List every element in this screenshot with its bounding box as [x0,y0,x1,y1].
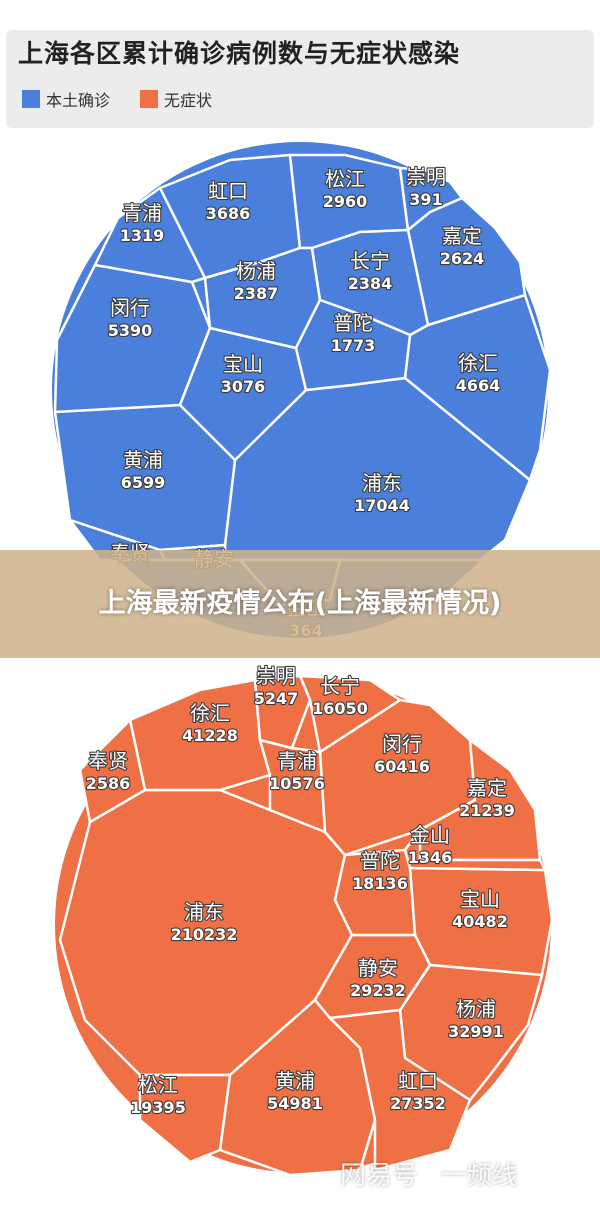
asym-label-baoshan: 宝山 [460,887,500,911]
confirmed-label-songjiang: 松江 [325,167,365,191]
confirmed-label-chongming: 崇明 [406,165,446,189]
asym-value-qingpu: 10576 [269,774,325,793]
asym-cell-jinshan [403,828,547,872]
asym-value-minhang: 60416 [374,757,430,776]
asym-value-huangpu: 54981 [267,1094,323,1113]
confirmed-label-pudong: 浦东 [362,471,402,495]
asym-value-fengxian: 2586 [86,774,131,793]
asym-cell-fengxian [78,718,147,824]
asym-cell-chongming [253,674,312,750]
title-banner: 上海最新疫情公布(上海最新情况) [0,550,600,658]
asym-value-baoshan: 40482 [452,912,508,931]
asym-value-putuo: 18136 [352,874,408,893]
asym-label-huangpu: 黄浦 [275,1069,315,1093]
asym-label-qingpu: 青浦 [277,749,317,773]
confirmed-value-xuhui: 4664 [456,376,501,395]
confirmed-cell-qingpu [93,186,207,284]
confirmed-value-qingpu: 1319 [120,226,165,245]
banner-text: 上海最新疫情公布(上海最新情况) [98,588,502,619]
confirmed-label-qingpu: 青浦 [122,201,162,225]
confirmed-value-huangpu: 6599 [121,473,166,492]
confirmed-value-chongming: 391 [409,190,442,209]
legend-swatch-confirmed [22,90,40,108]
confirmed-label-baoshan: 宝山 [223,352,263,376]
confirmed-label-minhang: 闵行 [110,296,150,320]
asym-value-chongming: 5247 [254,689,299,708]
asym-label-minhang: 闵行 [382,732,422,756]
confirmed-label-jiading: 嘉定 [442,224,482,248]
confirmed-cell-putuo [294,298,412,392]
asym-value-changning: 16050 [312,699,368,718]
confirmed-value-hongkou: 3686 [206,204,251,223]
confirmed-value-putuo: 1773 [331,336,376,355]
asym-label-putuo: 普陀 [360,849,400,873]
asym-value-xuhui: 41228 [182,726,238,745]
confirmed-value-jiading: 2624 [440,249,485,268]
legend-label-asymptomatic: 无症状 [164,91,213,110]
confirmed-value-yangpu: 2387 [234,284,279,303]
asym-label-pudong: 浦东 [184,900,224,924]
confirmed-label-changning: 长宁 [350,249,390,273]
confirmed-value-baoshan: 3076 [221,377,266,396]
confirmed-cell-chongming [398,166,464,232]
chart-legend: 本土确诊 无症状 [22,87,212,111]
confirmed-label-huangpu: 黄浦 [123,448,163,472]
asym-value-jinshan: 1346 [408,848,453,867]
asym-label-songjiang: 松江 [138,1073,178,1097]
asym-value-hongkou: 27352 [390,1094,446,1113]
watermark-account: 一频线 [440,1161,519,1191]
confirmed-label-putuo: 普陀 [333,311,373,335]
asym-label-changning: 长宁 [320,674,360,698]
confirmed-value-pudong: 17044 [354,496,410,515]
asym-value-jingan: 29232 [350,981,406,1000]
chart-header-card [6,30,594,128]
asym-cell-hongkou [328,1008,472,1172]
legend-item-asymptomatic: 无症状 [140,87,212,111]
confirmed-value-songjiang: 2960 [323,192,368,211]
asym-value-jiading: 21239 [459,801,515,820]
asym-label-xuhui: 徐汇 [190,701,230,725]
confirmed-label-yangpu: 杨浦 [236,259,276,283]
asym-label-yangpu: 杨浦 [456,997,496,1021]
legend-swatch-asymptomatic [140,90,159,108]
asym-label-chongming: 崇明 [256,664,296,688]
legend-label-confirmed: 本土确诊 [46,91,111,110]
confirmed-label-xuhui: 徐汇 [458,351,498,375]
confirmed-label-hongkou: 虹口 [208,179,248,203]
confirmed-value-changning: 2384 [348,274,393,293]
asym-label-jinshan: 金山 [410,823,450,847]
watermark-separator [428,1160,431,1187]
asym-value-songjiang: 19395 [130,1098,186,1117]
asym-label-hongkou: 虹口 [398,1069,438,1093]
asym-value-yangpu: 32991 [448,1022,504,1041]
asym-label-jiading: 嘉定 [467,776,507,800]
watermark-brand: 网易号 [340,1161,419,1191]
asym-label-jingan: 静安 [358,956,398,980]
chart-title: 上海各区累计确诊病例数与无症状感染 [18,39,461,68]
legend-item-confirmed: 本土确诊 [22,87,110,111]
asym-cell-songjiang [138,1073,232,1164]
confirmed-value-minhang: 5390 [108,321,153,340]
asym-label-fengxian: 奉贤 [88,749,128,773]
watermark: 网易号 一频线 [340,1155,518,1192]
asym-value-pudong: 210232 [171,925,238,944]
